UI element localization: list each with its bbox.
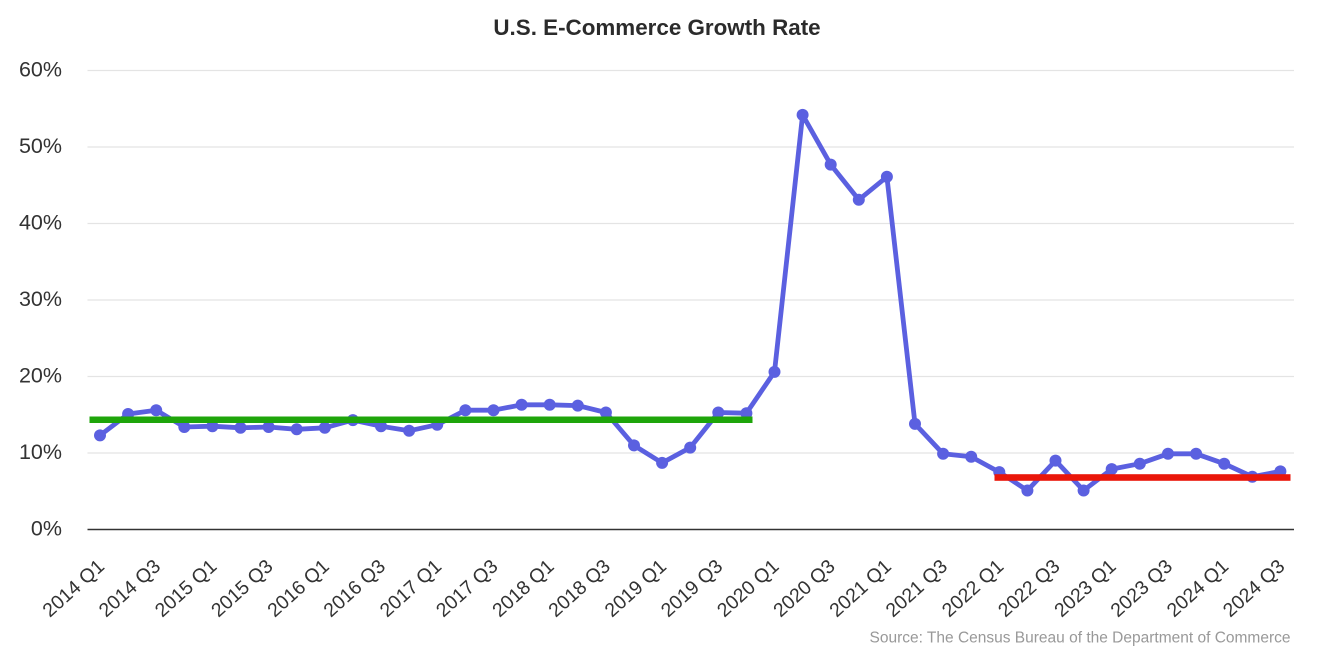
svg-text:2019 Q1: 2019 Q1 xyxy=(601,555,671,621)
svg-text:Source: The Census Bureau of t: Source: The Census Bureau of the Departm… xyxy=(869,630,1290,647)
svg-text:2020 Q1: 2020 Q1 xyxy=(713,555,783,621)
svg-text:2020 Q3: 2020 Q3 xyxy=(769,555,839,621)
svg-text:2023 Q3: 2023 Q3 xyxy=(1107,555,1177,621)
svg-text:50%: 50% xyxy=(19,134,62,158)
svg-text:2018 Q1: 2018 Q1 xyxy=(488,555,558,621)
svg-text:2023 Q1: 2023 Q1 xyxy=(1050,555,1120,621)
svg-text:30%: 30% xyxy=(19,287,62,311)
svg-text:2024 Q3: 2024 Q3 xyxy=(1219,555,1289,621)
svg-text:0%: 0% xyxy=(31,517,62,541)
svg-text:2016 Q1: 2016 Q1 xyxy=(263,555,333,621)
svg-text:2022 Q3: 2022 Q3 xyxy=(994,555,1064,621)
svg-text:2024 Q1: 2024 Q1 xyxy=(1163,555,1233,621)
svg-text:2014 Q3: 2014 Q3 xyxy=(95,555,165,621)
svg-text:2016 Q3: 2016 Q3 xyxy=(320,555,390,621)
svg-text:2022 Q1: 2022 Q1 xyxy=(938,555,1008,621)
svg-text:40%: 40% xyxy=(19,211,62,235)
svg-text:10%: 10% xyxy=(19,440,62,464)
svg-text:2019 Q3: 2019 Q3 xyxy=(657,555,727,621)
svg-text:2017 Q1: 2017 Q1 xyxy=(376,555,446,621)
svg-text:2015 Q3: 2015 Q3 xyxy=(207,555,277,621)
svg-text:2017 Q3: 2017 Q3 xyxy=(432,555,502,621)
svg-text:2021 Q3: 2021 Q3 xyxy=(882,555,952,621)
svg-text:60%: 60% xyxy=(19,58,62,82)
svg-text:2015 Q1: 2015 Q1 xyxy=(151,555,221,621)
svg-text:20%: 20% xyxy=(19,364,62,388)
svg-text:2021 Q1: 2021 Q1 xyxy=(825,555,895,621)
svg-text:2018 Q3: 2018 Q3 xyxy=(544,555,614,621)
svg-text:2014 Q1: 2014 Q1 xyxy=(39,555,109,621)
svg-text:U.S. E-Commerce Growth Rate: U.S. E-Commerce Growth Rate xyxy=(493,15,820,40)
